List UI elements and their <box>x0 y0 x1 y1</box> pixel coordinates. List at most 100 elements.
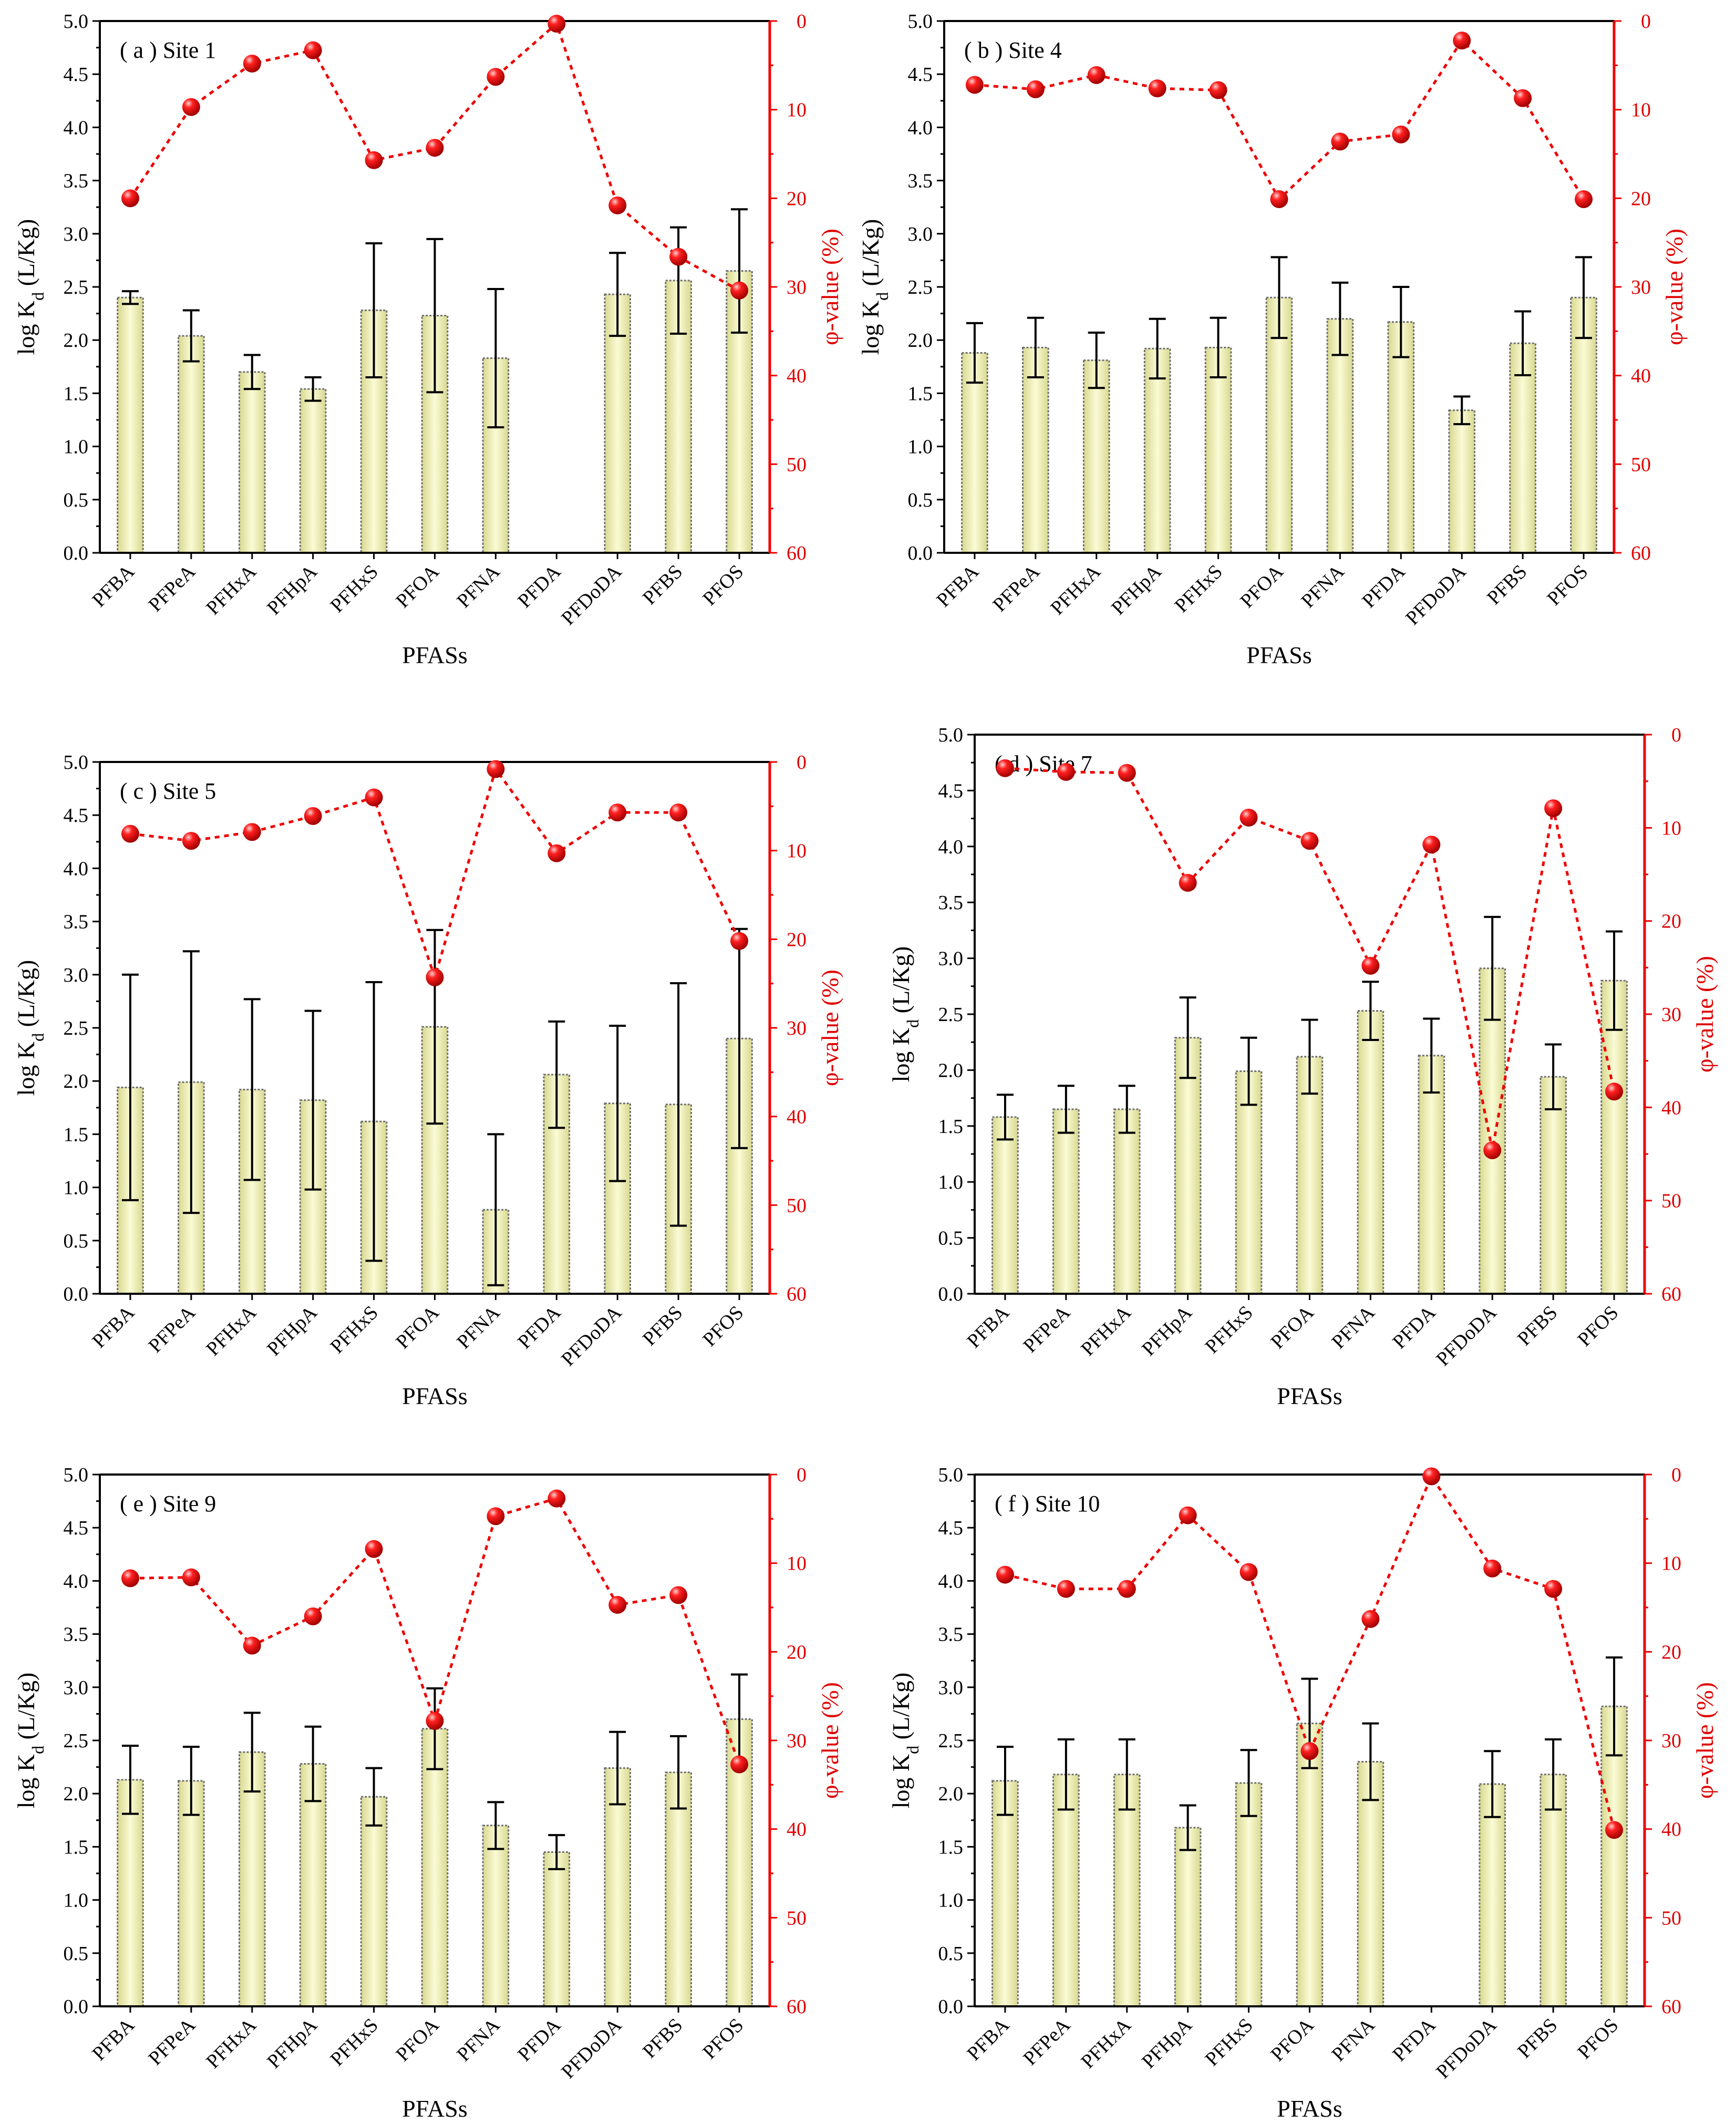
phi-point-pfpea <box>1026 80 1045 98</box>
panel-1: 0.0 0.5 1.0 1.5 2.0 2.5 3.0 3.5 4.0 4.5 5.0 0 10 20 30… <box>13 11 843 668</box>
y-tick-label: 2.0 <box>64 329 89 352</box>
y-tick-label: 0.0 <box>64 1283 89 1305</box>
x-tick-label-pfdoda: PFDoDA <box>557 1301 626 1370</box>
y-tick-label: 5.0 <box>938 1464 964 1486</box>
y-axis-title: log Kd (L/Kg) <box>887 946 922 1083</box>
phi-point-pfhxa <box>243 1636 261 1655</box>
y2-tick-label: 0 <box>797 1464 807 1486</box>
y-tick-label: 0.5 <box>64 1230 89 1252</box>
x-tick-label-pfbs: PFBS <box>1513 2014 1562 2063</box>
y-tick-label: 0.5 <box>64 1943 89 1965</box>
y-tick-label: 3.5 <box>64 170 89 192</box>
y2-axis-title: φ-value (%) <box>1661 229 1688 345</box>
y2-tick-label: 50 <box>1661 1190 1681 1212</box>
phi-point-pfoa <box>426 968 444 986</box>
phi-point-pfda <box>547 15 566 33</box>
phi-series-line <box>974 38 1585 202</box>
x-tick-label-pfhxs: PFHxS <box>1201 2014 1257 2070</box>
x-tick-label-pfda: PFDA <box>1388 2014 1440 2066</box>
y2-tick-label: 60 <box>787 542 807 564</box>
y-tick-label: 1.5 <box>938 1116 964 1138</box>
y-axis-title: log Kd (L/Kg) <box>13 219 47 355</box>
y2-tick-label: 30 <box>1661 1730 1681 1752</box>
x-tick-label-pfhxs: PFHxS <box>326 2014 383 2070</box>
phi-point-pfbs <box>669 248 688 266</box>
x-tick-label-pfos: PFOS <box>1543 561 1592 610</box>
x-tick-label-pfna: PFNA <box>452 1301 504 1353</box>
x-tick-label-pfdoda: PFDoDA <box>1432 1301 1501 1370</box>
phi-point-pfdoda <box>608 803 627 822</box>
y-tick-label: 3.5 <box>938 892 964 914</box>
x-tick-label-pfpea: PFPeA <box>988 560 1044 616</box>
phi-point-pfda <box>1422 1467 1441 1486</box>
y-tick-label: 5.0 <box>64 751 89 774</box>
x-tick-label-pfna: PFNA <box>452 560 504 612</box>
x-tick-label-pfba: PFBA <box>963 2014 1014 2065</box>
y-tick-label: 3.0 <box>64 964 89 986</box>
y2-tick-label: 30 <box>1661 1004 1681 1026</box>
panel-6: 0.0 0.5 1.0 1.5 2.0 2.5 3.0 3.5 4.0 4.5 5.0 0 10 20 30… <box>887 1464 1718 2122</box>
x-tick-label-pfpea: PFPeA <box>144 1301 200 1357</box>
phi-point-pfhpa <box>304 1607 322 1625</box>
y-tick-label: 1.0 <box>938 1171 964 1193</box>
x-tick-label-pfdoda: PFDoDA <box>557 2014 626 2083</box>
y2-axis-title: φ-value (%) <box>1691 1682 1718 1799</box>
phi-point-pfba <box>996 759 1014 777</box>
phi-point-pfda <box>547 844 566 862</box>
y-tick-label: 0.5 <box>938 1943 964 1965</box>
phi-point-pfdoda <box>1483 1559 1502 1578</box>
y-tick-label: 1.5 <box>64 383 89 405</box>
x-tick-label-pfhpa: PFHpA <box>1138 2014 1196 2073</box>
x-tick-label-pfos: PFOS <box>1573 1302 1623 1351</box>
bar-pfos <box>1570 296 1597 554</box>
y-tick-label: 1.0 <box>64 436 89 458</box>
y2-tick-label: 60 <box>787 1283 807 1305</box>
x-tick-label-pfba: PFBA <box>88 1301 139 1352</box>
y-tick-label: 3.0 <box>64 1677 89 1699</box>
x-axis-title: PFASs <box>1277 1383 1342 1409</box>
phi-point-pfhxs <box>1239 1563 1258 1581</box>
phi-point-pfba <box>121 1569 139 1588</box>
y-tick-label: 2.0 <box>938 1059 964 1081</box>
phi-point-pfdoda <box>608 196 627 214</box>
phi-point-pfoa <box>1300 1742 1319 1760</box>
x-axis-title: PFASs <box>402 1383 467 1409</box>
y-tick-label: 3.0 <box>938 1677 964 1699</box>
y2-axis-title: φ-value (%) <box>817 1682 843 1799</box>
phi-point-pfpea <box>1057 1580 1075 1598</box>
phi-point-pfhpa <box>1179 1506 1197 1524</box>
x-tick-label-pfda: PFDA <box>513 1301 565 1353</box>
y-tick-label: 1.5 <box>908 383 933 405</box>
y-tick-label: 1.0 <box>938 1890 964 1912</box>
y-tick-label: 1.0 <box>64 1890 89 1912</box>
phi-point-pfbs <box>1544 799 1563 818</box>
bar-pfna <box>1357 1010 1384 1295</box>
y-tick-label: 5.0 <box>908 11 933 33</box>
x-tick-label-pfbs: PFBS <box>638 561 687 609</box>
y-tick-label: 5.0 <box>938 724 964 746</box>
y-tick-label: 5.0 <box>64 11 89 33</box>
x-tick-label-pfhpa: PFHpA <box>1107 560 1166 619</box>
x-tick-label-pfba: PFBA <box>88 560 139 611</box>
y2-tick-label: 30 <box>787 1730 807 1752</box>
bar-pfpea <box>178 1780 205 2007</box>
y-tick-label: 5.0 <box>64 1464 89 1486</box>
x-tick-label-pfhxa: PFHxA <box>1077 1301 1135 1360</box>
phi-point-pfdoda <box>1483 1141 1502 1159</box>
phi-point-pfda <box>547 1489 566 1508</box>
y-tick-label: 2.0 <box>64 1783 89 1805</box>
x-axis-title: PFASs <box>402 642 467 668</box>
x-tick-label-pfoa: PFOA <box>391 1301 443 1353</box>
y2-tick-label: 10 <box>1661 817 1681 839</box>
y2-tick-label: 30 <box>787 1017 807 1039</box>
y-tick-label: 2.5 <box>908 276 933 298</box>
y-tick-label: 2.0 <box>938 1783 964 1805</box>
phi-point-pfbs <box>1514 89 1532 107</box>
x-tick-label-pfhpa: PFHpA <box>263 560 322 619</box>
x-tick-label-pfpea: PFPeA <box>144 2014 200 2069</box>
x-tick-label-pfhxs: PFHxS <box>326 1302 383 1358</box>
phi-point-pfdoda <box>1453 32 1471 50</box>
y-tick-label: 2.5 <box>64 1730 89 1752</box>
phi-point-pfbs <box>669 803 688 822</box>
phi-point-pfhxs <box>365 788 383 807</box>
